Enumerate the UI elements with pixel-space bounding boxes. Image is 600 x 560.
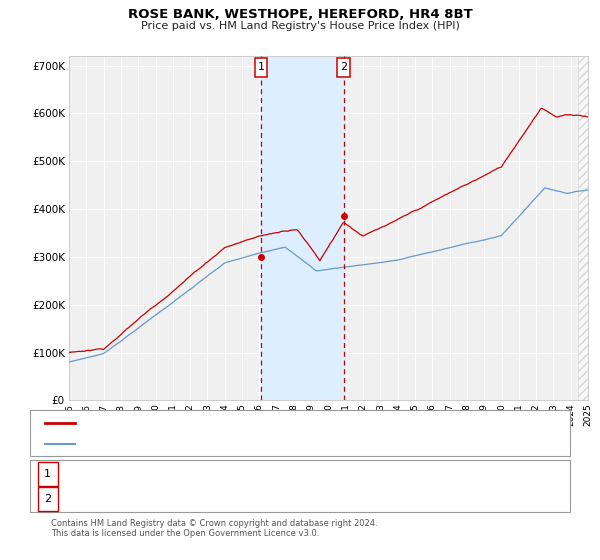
Text: 17% ↑ HPI: 17% ↑ HPI <box>390 469 449 479</box>
Text: 15-NOV-2010: 15-NOV-2010 <box>69 494 143 505</box>
Text: This data is licensed under the Open Government Licence v3.0.: This data is licensed under the Open Gov… <box>51 529 319 538</box>
Bar <box>262 56 344 400</box>
Text: 2: 2 <box>340 63 347 72</box>
Text: 2: 2 <box>44 494 51 505</box>
FancyBboxPatch shape <box>256 58 268 77</box>
Text: 40% ↑ HPI: 40% ↑ HPI <box>390 494 449 505</box>
FancyBboxPatch shape <box>337 58 350 77</box>
Text: ROSE BANK, WESTHOPE, HEREFORD, HR4 8BT (detached house): ROSE BANK, WESTHOPE, HEREFORD, HR4 8BT (… <box>81 418 397 428</box>
Text: HPI: Average price, detached house, Herefordshire: HPI: Average price, detached house, Here… <box>81 439 328 449</box>
Text: 24-FEB-2006: 24-FEB-2006 <box>69 469 140 479</box>
Text: Price paid vs. HM Land Registry's House Price Index (HPI): Price paid vs. HM Land Registry's House … <box>140 21 460 31</box>
Text: £300,000: £300,000 <box>252 469 305 479</box>
Text: 1: 1 <box>44 469 51 479</box>
Bar <box>578 56 588 400</box>
Text: Contains HM Land Registry data © Crown copyright and database right 2024.: Contains HM Land Registry data © Crown c… <box>51 519 377 528</box>
Text: 1: 1 <box>258 63 265 72</box>
Text: ROSE BANK, WESTHOPE, HEREFORD, HR4 8BT: ROSE BANK, WESTHOPE, HEREFORD, HR4 8BT <box>128 8 472 21</box>
Text: £385,000: £385,000 <box>252 494 305 505</box>
